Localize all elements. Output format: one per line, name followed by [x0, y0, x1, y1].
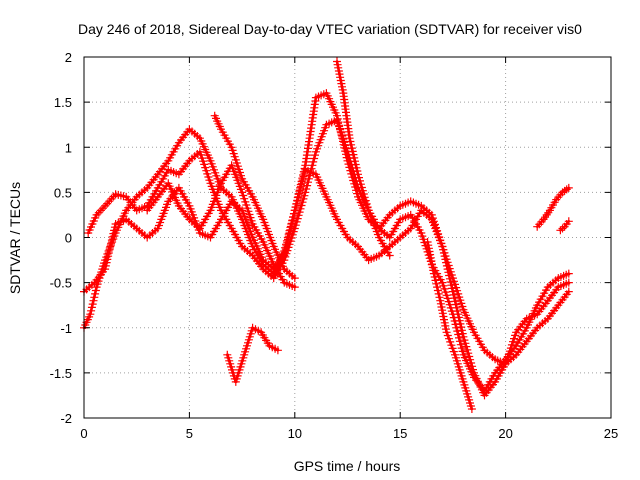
series-track-g	[333, 57, 394, 260]
y-tick-labels: -2 -1.5 -1 -0.5 0 0.5 1 1.5 2	[50, 50, 72, 426]
data-series	[80, 57, 573, 413]
plus-markers	[210, 111, 299, 283]
y-tick-label: -1	[60, 321, 72, 336]
x-tick-label: 10	[288, 426, 302, 441]
x-tick-label: 20	[498, 426, 512, 441]
series-track-c	[80, 89, 573, 395]
plus-markers	[333, 57, 394, 260]
plus-markers	[80, 125, 573, 400]
y-tick-label: 0	[65, 231, 72, 246]
series-track-e	[210, 111, 299, 283]
series-trace	[82, 127, 571, 397]
plus-markers	[84, 116, 573, 368]
series-trace	[82, 91, 571, 393]
series-track-d	[143, 161, 299, 292]
plus-markers	[80, 89, 573, 395]
plus-markers	[556, 217, 573, 235]
series-track-f	[223, 323, 282, 386]
y-tick-label: 2	[65, 50, 72, 65]
x-tick-label: 15	[393, 426, 407, 441]
series-trace	[226, 326, 280, 384]
plus-markers	[223, 323, 282, 386]
chart-title: Day 246 of 2018, Sidereal Day-to-day VTE…	[78, 21, 582, 37]
x-axis-label: GPS time / hours	[294, 458, 401, 474]
x-tick-label: 5	[186, 426, 193, 441]
series-track-b	[84, 116, 573, 368]
series-track-j	[556, 217, 573, 235]
y-tick-label: 1	[65, 140, 72, 155]
x-tick-labels: 0 5 10 15 20 25	[80, 426, 618, 441]
plus-markers	[533, 183, 573, 231]
y-tick-label: 1.5	[54, 95, 72, 110]
plus-markers	[423, 238, 476, 413]
x-tick-label: 0	[80, 426, 87, 441]
series-track-a	[80, 125, 573, 400]
plus-markers	[143, 161, 299, 292]
y-tick-label: -2	[60, 411, 72, 426]
y-axis-label: SDTVAR / TECUs	[7, 182, 23, 294]
x-tick-label: 25	[604, 426, 618, 441]
series-track-i	[533, 183, 573, 231]
y-tick-label: -0.5	[50, 276, 72, 291]
series-track-h	[423, 238, 476, 413]
axis-ticks	[83, 56, 612, 419]
y-tick-label: 0.5	[54, 185, 72, 200]
y-tick-label: -1.5	[50, 366, 72, 381]
